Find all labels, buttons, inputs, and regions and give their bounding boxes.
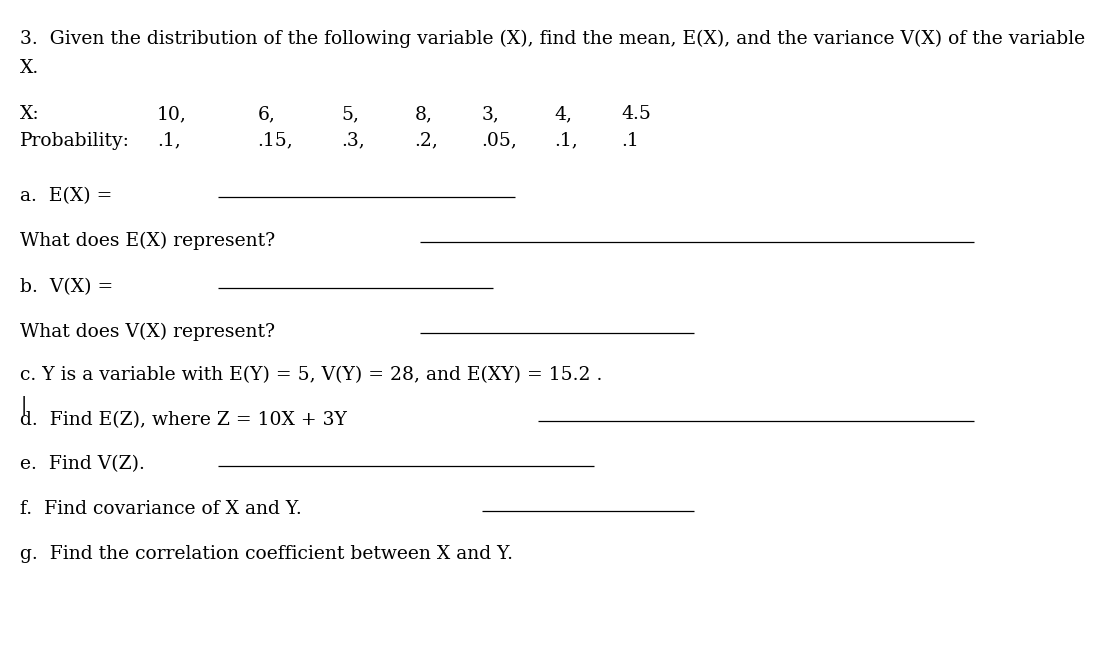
Text: d.  Find E(Z), where Z = 10X + 3Y: d. Find E(Z), where Z = 10X + 3Y (20, 411, 347, 429)
Text: 4,: 4, (554, 105, 572, 123)
Text: X.: X. (20, 59, 39, 77)
Text: a.  E(X) =: a. E(X) = (20, 188, 112, 205)
Text: 3.  Given the distribution of the following variable (X), find the mean, E(X), a: 3. Given the distribution of the followi… (20, 30, 1085, 48)
Text: .3,: .3, (342, 132, 365, 149)
Text: 6,: 6, (258, 105, 276, 123)
Text: 5,: 5, (342, 105, 360, 123)
Text: g.  Find the correlation coefficient between X and Y.: g. Find the correlation coefficient betw… (20, 545, 513, 563)
Text: .1,: .1, (554, 132, 578, 149)
Text: e.  Find V(Z).: e. Find V(Z). (20, 455, 144, 473)
Text: |: | (20, 396, 27, 415)
Text: c. Y is a variable with E(Y) = 5, V(Y) = 28, and E(XY) = 15.2 .: c. Y is a variable with E(Y) = 5, V(Y) =… (20, 367, 603, 384)
Text: .05,: .05, (482, 132, 517, 149)
Text: .1: .1 (622, 132, 640, 149)
Text: What does E(X) represent?: What does E(X) represent? (20, 232, 276, 250)
Text: 4.5: 4.5 (622, 105, 652, 123)
Text: Probability:: Probability: (20, 132, 130, 149)
Text: .15,: .15, (258, 132, 293, 149)
Text: X:: X: (20, 105, 40, 123)
Text: b.  V(X) =: b. V(X) = (20, 278, 113, 295)
Text: 10,: 10, (157, 105, 187, 123)
Text: 3,: 3, (482, 105, 500, 123)
Text: .1,: .1, (157, 132, 180, 149)
Text: What does V(X) represent?: What does V(X) represent? (20, 322, 276, 341)
Text: f.  Find covariance of X and Y.: f. Find covariance of X and Y. (20, 500, 302, 518)
Text: .2,: .2, (414, 132, 438, 149)
Text: 8,: 8, (414, 105, 432, 123)
